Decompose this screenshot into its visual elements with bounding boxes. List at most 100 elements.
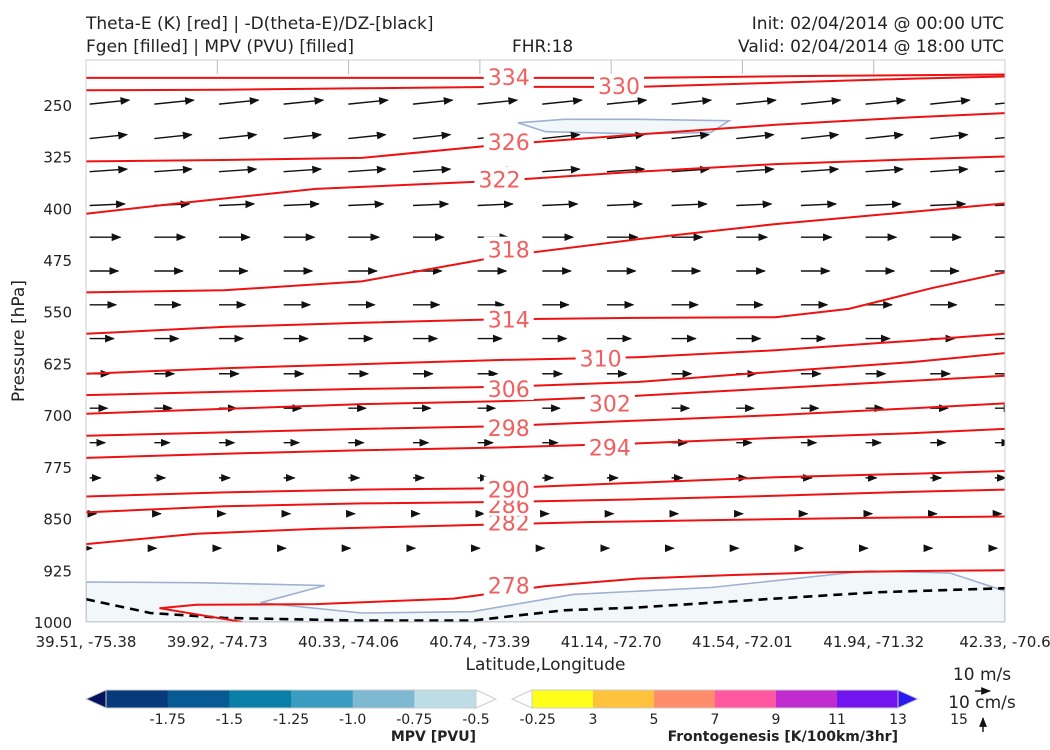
chart-title-line-2: Fgen [filled] | MPV (PVU) [filled]	[86, 37, 355, 57]
wind-vector	[994, 102, 1005, 105]
theta-e-contour-322	[86, 155, 1005, 215]
fgen-colorbar-segment	[837, 690, 899, 708]
theta-e-label-334: 334	[488, 66, 530, 91]
wind-key-horizontal-label: 10 m/s	[953, 665, 1011, 685]
wind-vector	[477, 97, 519, 105]
wind-vector	[865, 200, 902, 209]
mpv-region-upper	[517, 118, 732, 135]
wind-vector	[283, 97, 325, 105]
fgen-colorbar-tick: 13	[889, 712, 907, 728]
wind-vector	[218, 97, 260, 105]
wind-vector	[865, 131, 904, 140]
y-tick-label: 775	[43, 459, 72, 477]
wind-vector	[800, 200, 838, 209]
wind-vector	[348, 165, 387, 174]
wind-vector	[218, 165, 258, 174]
fgen-colorbar-segment	[532, 690, 594, 708]
wind-vector	[218, 200, 256, 209]
theta-e-contour-294	[86, 427, 1005, 459]
fgen-colorbar-arrow-left	[510, 689, 533, 709]
mpv-colorbar-segment	[106, 690, 169, 708]
dtheta-e-dz-dashed-contour	[86, 586, 1005, 622]
y-tick-label: 925	[43, 562, 72, 580]
wind-vector	[283, 131, 323, 140]
wind-vector	[89, 97, 131, 105]
mpv-colorbar-tick: -0.5	[462, 712, 489, 728]
y-tick-label: 850	[43, 511, 72, 529]
wind-vector	[412, 97, 454, 105]
theta-e-contour-314	[86, 271, 1005, 335]
valid-time: Valid: 02/04/2014 @ 18:00 UTC	[738, 37, 1004, 57]
wind-vector	[930, 97, 971, 105]
wind-vector	[736, 131, 775, 140]
mpv-colorbar-tick: -0.75	[396, 712, 432, 728]
mpv-colorbar-segment	[291, 690, 354, 708]
theta-e-label-322: 322	[479, 168, 521, 193]
mpv-colorbar-segment	[167, 690, 230, 708]
wind-vector	[89, 165, 129, 174]
theta-e-label-306: 306	[488, 378, 530, 403]
wind-vector	[736, 200, 773, 209]
theta-e-contour-282	[86, 515, 1005, 546]
wind-vector	[89, 131, 129, 140]
chart-title-line-1: Theta-E (K) [red] | -D(theta-E)/DZ-[blac…	[86, 14, 434, 34]
x-tick-label: 41.14, -72.70	[561, 633, 662, 651]
wind-vector	[671, 200, 708, 209]
wind-vector	[994, 136, 1005, 140]
mpv-colorbar-tick: -1.5	[216, 712, 243, 728]
wind-vector	[154, 165, 193, 174]
theta-e-label-302: 302	[589, 392, 631, 417]
fgen-colorbar-segment	[776, 690, 838, 708]
wind-vector	[606, 97, 648, 105]
theta-e-contour-278	[159, 569, 1005, 622]
wind-vector	[930, 200, 967, 209]
fgen-colorbar-segment	[715, 690, 777, 708]
wind-vector	[606, 200, 644, 209]
wind-key-vertical-label: 10 cm/s	[948, 693, 1016, 713]
theta-e-label-314: 314	[488, 308, 530, 333]
wind-vector	[994, 170, 1005, 173]
fgen-colorbar-tick: 15	[950, 712, 968, 728]
theta-e-contour-318	[86, 202, 1005, 294]
x-tick-label: 39.51, -75.38	[36, 633, 137, 651]
mpv-region-lower	[86, 570, 1005, 622]
mpv-colorbar-tick: -1.0	[339, 712, 366, 728]
x-tick-label: 40.74, -73.39	[429, 633, 530, 651]
mpv-colorbar-tick: -1.25	[273, 712, 309, 728]
wind-vector	[154, 97, 195, 105]
wind-vector	[477, 200, 514, 209]
mpv-colorbar-arrow-right	[475, 689, 498, 709]
theta-e-label-282: 282	[488, 512, 530, 537]
y-tick-label: 1000	[34, 614, 72, 632]
mpv-colorbar-tick: -1.75	[150, 712, 186, 728]
mpv-colorbar-segment	[352, 690, 415, 708]
wind-vector	[154, 131, 193, 140]
wind-vector	[412, 200, 450, 209]
wind-vector	[348, 200, 385, 209]
fgen-colorbar-tick: 11	[828, 712, 846, 728]
fgen-colorbar-arrow-right	[897, 689, 920, 709]
mpv-colorbar-segment	[229, 690, 292, 708]
theta-e-label-294: 294	[589, 437, 631, 462]
theta-e-label-330: 330	[598, 75, 640, 100]
x-tick-label: 42.33, -70.6	[959, 633, 1050, 651]
x-tick-label: 40.33, -74.06	[298, 633, 399, 651]
wind-vector	[348, 97, 389, 105]
theta-e-label-326: 326	[488, 131, 530, 156]
fgen-colorbar-tick: 3	[589, 712, 598, 728]
theta-e-contour-298	[86, 402, 1005, 437]
y-tick-label: 700	[43, 407, 72, 425]
wind-vector	[930, 165, 969, 174]
wind-vector	[994, 204, 1005, 207]
wind-vector	[542, 165, 581, 174]
wind-vector	[800, 131, 840, 140]
y-tick-label: 550	[43, 304, 72, 322]
forecast-hour: FHR:18	[512, 37, 574, 57]
theta-e-label-298: 298	[488, 417, 530, 442]
wind-vector	[736, 97, 777, 105]
wind-vector	[930, 131, 969, 140]
fgen-colorbar-tick: 7	[711, 712, 720, 728]
wind-vector	[671, 165, 710, 174]
wind-vector	[218, 131, 258, 140]
